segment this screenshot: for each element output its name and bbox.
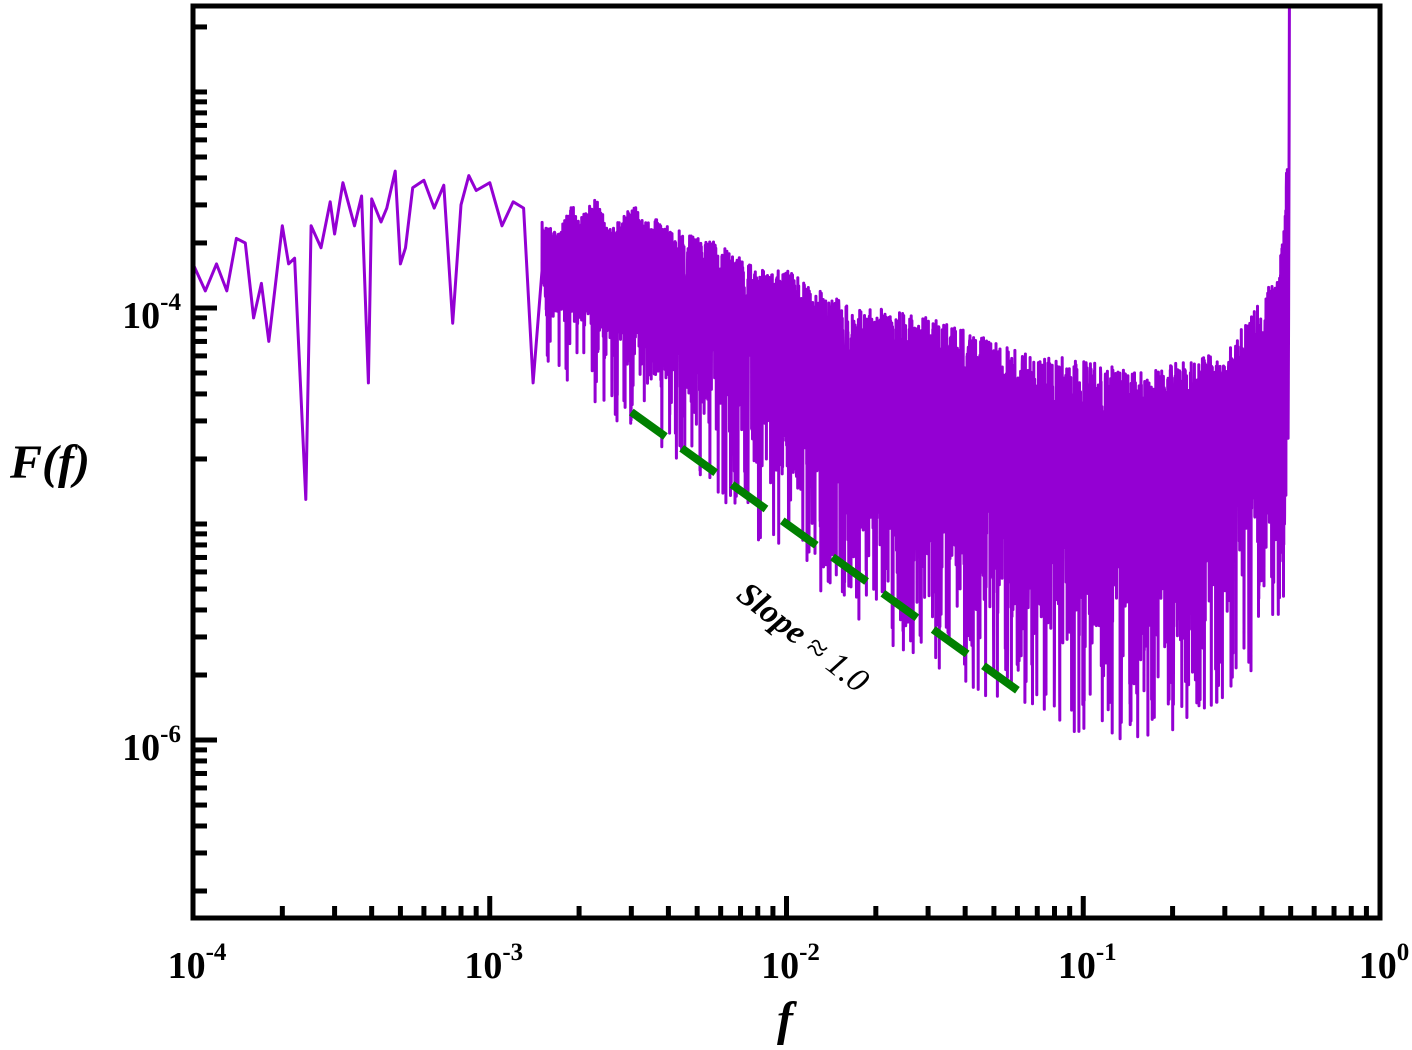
y-tick-label-exponent: -4 xyxy=(160,289,181,316)
reference-line-layer xyxy=(628,408,1020,694)
x-tick-label-base: 10 xyxy=(1359,945,1397,987)
data-layer xyxy=(193,6,1291,741)
x-tick-label: 10-4 xyxy=(168,939,227,987)
x-tick-label-exponent: 0 xyxy=(1397,939,1410,966)
slope-annotation-value: ≈ 1.0 xyxy=(791,623,875,700)
y-tick-label: 10-6 xyxy=(122,721,181,769)
x-tick-label-exponent: -3 xyxy=(502,939,523,966)
y-tick-label: 10-4 xyxy=(122,289,181,337)
x-tick-label-base: 10 xyxy=(464,945,502,987)
x-tick-label: 10-1 xyxy=(1058,939,1117,987)
x-tick-label-exponent: -4 xyxy=(206,939,227,966)
y-tick-label-base: 10 xyxy=(122,727,160,769)
x-tick-label-exponent: -2 xyxy=(799,939,820,966)
slope-annotation: Slope ≈ 1.0 xyxy=(730,575,875,700)
x-tick-label: 10-2 xyxy=(761,939,820,987)
x-tick-label-exponent: -1 xyxy=(1096,939,1117,966)
y-tick-label-base: 10 xyxy=(122,295,160,337)
x-axis-label: f xyxy=(777,993,797,1046)
x-tick-label-base: 10 xyxy=(761,945,799,987)
x-tick-label: 10-3 xyxy=(464,939,523,987)
y-axis-label: F(f) xyxy=(9,436,90,489)
ticks-layer xyxy=(190,24,1383,918)
reference-slope-line xyxy=(628,408,1020,694)
x-tick-label-base: 10 xyxy=(1058,945,1096,987)
x-tick-label-base: 10 xyxy=(168,945,206,987)
y-tick-label-exponent: -6 xyxy=(160,721,181,748)
x-tick-label: 100 xyxy=(1359,939,1410,987)
series-line xyxy=(193,6,1291,741)
